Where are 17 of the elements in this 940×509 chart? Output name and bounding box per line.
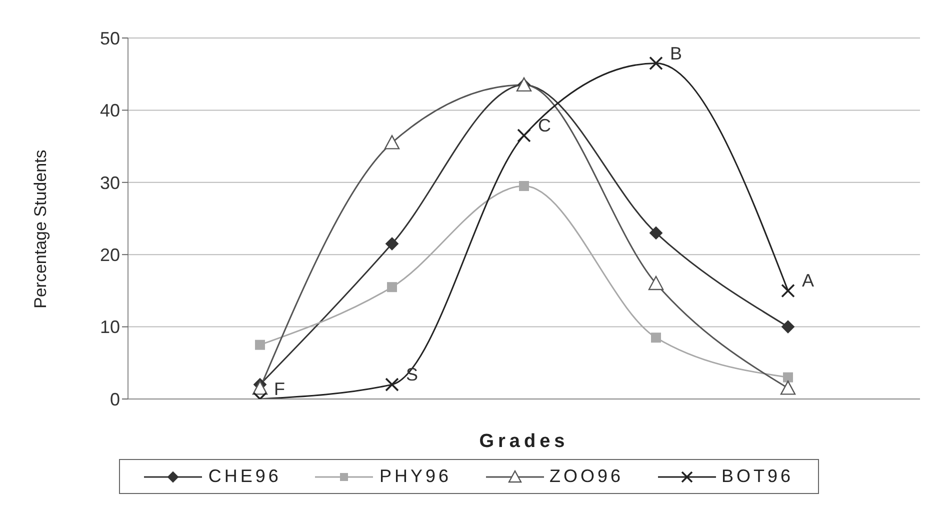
legend-label: CHE96 — [208, 466, 282, 487]
y-tick-label: 30 — [100, 172, 120, 193]
y-tick-label: 10 — [100, 317, 120, 338]
data-label: F — [274, 379, 285, 399]
data-label: B — [670, 43, 682, 64]
data-label: A — [802, 270, 814, 291]
legend-label: PHY96 — [379, 466, 452, 487]
legend-label: BOT96 — [722, 466, 794, 487]
y-tick-label: 40 — [100, 100, 120, 121]
x-axis-title: Grades — [479, 431, 569, 452]
data-label: S — [406, 364, 418, 385]
y-tick-label: 50 — [100, 28, 120, 48]
legend-label: ZOO96 — [550, 466, 624, 487]
data-label: C — [538, 115, 551, 136]
y-axis-title: Percentage Students — [31, 150, 50, 308]
y-tick-label: 0 — [110, 389, 120, 410]
y-tick-label: 20 — [100, 244, 120, 265]
